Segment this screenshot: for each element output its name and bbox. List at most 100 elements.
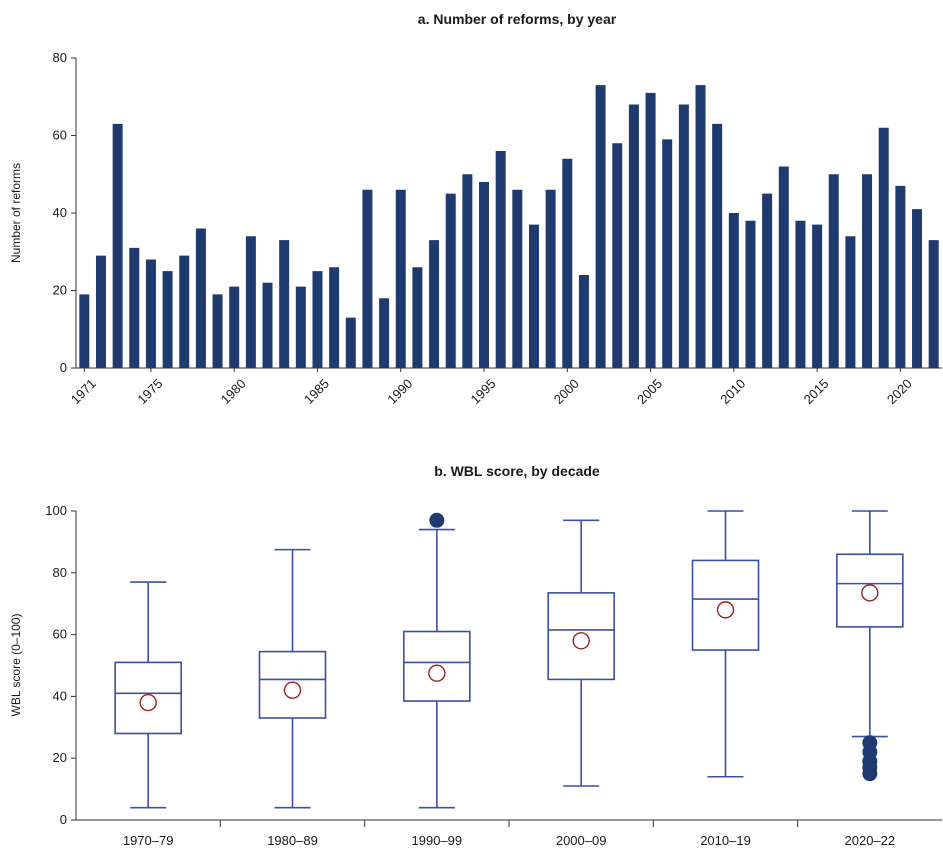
bar xyxy=(195,228,206,368)
bar xyxy=(79,294,90,368)
y-tick-label: 80 xyxy=(53,565,67,580)
box-chart-title: b. WBL score, by decade xyxy=(434,463,600,479)
x-tick-label: 1980 xyxy=(218,376,249,407)
bar xyxy=(762,193,773,368)
bar xyxy=(362,189,373,368)
bar xyxy=(312,271,323,368)
bar xyxy=(179,255,190,368)
bar xyxy=(695,85,706,368)
bar xyxy=(245,236,256,368)
bar xyxy=(678,104,689,368)
bar xyxy=(112,123,123,368)
bar xyxy=(712,123,723,368)
bar xyxy=(662,139,673,368)
bar xyxy=(912,209,923,368)
y-tick-label: 0 xyxy=(60,812,67,827)
x-tick-label: 2005 xyxy=(634,376,665,407)
bar xyxy=(562,158,573,368)
x-tick-label: 2015 xyxy=(801,376,832,407)
bar xyxy=(545,189,556,368)
bar xyxy=(295,286,306,368)
bar xyxy=(345,317,356,368)
bar xyxy=(145,259,156,368)
box-chart-ylabel: WBL score (0–100) xyxy=(9,614,23,717)
bar xyxy=(412,267,423,368)
bar xyxy=(745,220,756,368)
bar xyxy=(512,189,523,368)
x-tick-label: 1975 xyxy=(134,376,165,407)
bar xyxy=(878,127,889,368)
bar xyxy=(895,185,906,368)
box-chart-plot: 0 20 40 60 80 100 1970–79 1980–89 1990–99 2000–09… xyxy=(45,503,942,848)
bar xyxy=(445,193,456,368)
x-tick-label: 1990–99 xyxy=(412,833,463,848)
x-tick-label: 2020–22 xyxy=(845,833,896,848)
mean-marker xyxy=(716,601,735,619)
bar xyxy=(479,182,490,368)
box-iqr xyxy=(258,650,327,719)
box-iqr xyxy=(114,661,182,735)
bar xyxy=(379,298,390,368)
y-tick-label: 0 xyxy=(60,360,67,375)
bar xyxy=(795,220,806,368)
x-tick-label: 1970–79 xyxy=(123,833,174,848)
outlier-point xyxy=(862,766,878,782)
box-iqr xyxy=(691,559,760,651)
outlier-point xyxy=(429,512,445,528)
y-tick-label: 40 xyxy=(53,205,67,220)
bar xyxy=(279,240,290,368)
x-tick-label: 2000 xyxy=(551,376,582,407)
mean-marker xyxy=(139,693,157,712)
bar xyxy=(778,166,789,368)
y-tick-label: 40 xyxy=(53,688,67,703)
bar xyxy=(728,213,739,368)
bar xyxy=(812,224,823,368)
bar xyxy=(212,294,223,368)
y-tick-label: 100 xyxy=(45,503,67,518)
bar xyxy=(95,255,106,368)
box-iqr xyxy=(836,553,904,628)
x-tick-label: 1995 xyxy=(468,376,499,407)
bar xyxy=(462,174,473,368)
box-iqr xyxy=(403,630,471,702)
bar xyxy=(628,104,639,368)
x-tick-label: 2000–09 xyxy=(556,833,607,848)
bar xyxy=(612,143,623,368)
bar xyxy=(129,247,140,368)
bar xyxy=(578,275,589,368)
y-tick-label: 20 xyxy=(53,283,67,298)
bar xyxy=(395,189,406,368)
bar xyxy=(645,92,656,368)
bar xyxy=(928,240,939,368)
y-tick-label: 20 xyxy=(53,750,67,765)
bar-chart-ylabel: Number of reforms xyxy=(9,163,23,263)
bar xyxy=(229,286,240,368)
bar-chart-title: a. Number of reforms, by year xyxy=(418,11,617,27)
bar xyxy=(595,85,606,368)
y-tick-label: 60 xyxy=(53,627,67,642)
x-tick-label: 2020 xyxy=(884,376,915,407)
bar xyxy=(329,267,340,368)
mean-marker xyxy=(428,664,446,682)
bar xyxy=(262,282,273,368)
x-tick-label: 1971 xyxy=(68,376,99,407)
y-tick-label: 80 xyxy=(53,50,67,65)
x-tick-label: 2010–19 xyxy=(700,833,751,848)
x-tick-label: 1990 xyxy=(384,376,415,407)
bar xyxy=(429,240,440,368)
mean-marker xyxy=(861,584,879,602)
bar xyxy=(495,151,506,368)
x-tick-label: 2010 xyxy=(717,376,748,407)
x-tick-label: 1980–89 xyxy=(267,833,318,848)
y-tick-label: 60 xyxy=(53,128,67,143)
x-tick-label: 1985 xyxy=(301,376,332,407)
mean-marker xyxy=(572,632,590,650)
box-iqr xyxy=(547,592,615,681)
bar xyxy=(528,224,539,368)
bar xyxy=(845,236,856,368)
bar xyxy=(862,174,873,368)
bar xyxy=(828,174,839,368)
bar xyxy=(162,271,173,368)
bar-chart-plot: 0 20 40 60 80 1971 1975 1980 1985 1990 1995 2000 200… xyxy=(53,50,942,407)
